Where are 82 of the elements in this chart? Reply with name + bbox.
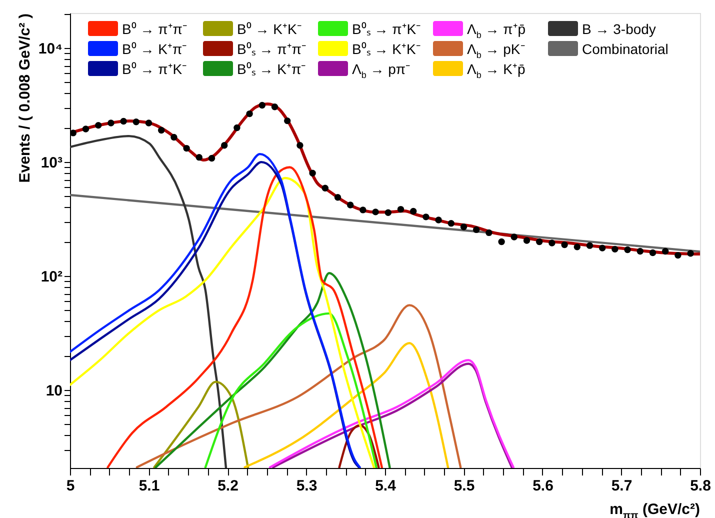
legend-label: B⁰ₛ → K⁺π⁻ (237, 61, 306, 77)
point (422, 214, 430, 220)
point (561, 241, 568, 248)
legend-label: B⁰ₛ → π⁺π⁻ (237, 41, 306, 57)
point (234, 124, 240, 132)
point (649, 249, 656, 256)
y-tick-label: 10² (40, 268, 62, 286)
point (498, 238, 505, 246)
line-series (136, 304, 462, 468)
line-series (244, 342, 450, 468)
y-axis-title: Events / ( 0.008 GeV/c² ) (16, 14, 34, 183)
legend-label: B⁰ → π⁺K⁻ (122, 61, 188, 77)
x-tick-label: 5.2 (218, 478, 238, 494)
point (510, 234, 518, 240)
legend-label: B⁰ → π⁺π⁻ (122, 21, 188, 37)
point (70, 130, 77, 136)
point (309, 170, 316, 176)
x-tick-label: 5.5 (454, 478, 475, 494)
point (397, 206, 404, 213)
point (687, 250, 694, 257)
point (183, 144, 190, 152)
point (636, 248, 644, 255)
point (120, 118, 127, 125)
point (486, 229, 492, 236)
point (322, 184, 329, 192)
x-tick-label: 5.4 (375, 478, 397, 494)
point (108, 120, 114, 126)
point (574, 244, 581, 250)
legend-label: Combinatorial (582, 41, 668, 57)
x-tick-label: 5.8 (690, 478, 711, 494)
point (548, 240, 556, 246)
y-tick-label: 10⁴ (38, 40, 62, 58)
point (612, 246, 618, 253)
point (410, 208, 417, 215)
x-tick-label: 5.6 (532, 478, 554, 494)
point (132, 118, 140, 126)
x-tick-label: 5.7 (611, 478, 632, 494)
point (94, 122, 102, 129)
point (598, 244, 606, 252)
point (346, 202, 354, 208)
point (258, 102, 266, 109)
point (384, 209, 392, 216)
y-tick-label: 10³ (40, 154, 62, 172)
point (460, 224, 468, 230)
point (472, 226, 480, 234)
point (372, 208, 379, 216)
point (662, 248, 669, 255)
legend-label: B → 3-body (582, 21, 656, 37)
point (196, 154, 203, 161)
point (158, 126, 165, 134)
line-series (70, 134, 228, 468)
point (284, 117, 291, 124)
line-series (204, 312, 378, 468)
legend-label: B⁰ → K⁺K⁻ (237, 21, 302, 37)
line-series (153, 380, 250, 468)
point (360, 206, 366, 214)
x-tick-label: 5 (66, 478, 75, 494)
x-tick-label: 5.3 (296, 478, 318, 494)
legend-label: B⁰ → K⁺π⁻ (122, 41, 188, 57)
point (296, 142, 304, 149)
point (220, 142, 228, 149)
point (170, 134, 178, 141)
point (271, 103, 278, 110)
point (208, 154, 216, 162)
line-series (154, 272, 391, 468)
point (624, 246, 631, 254)
point (674, 252, 682, 259)
legend-label: B⁰ₛ → π⁺K⁻ (352, 21, 422, 37)
point (82, 126, 90, 132)
line-series (338, 424, 380, 468)
x-tick-label: 5.1 (138, 478, 160, 494)
point (334, 194, 342, 201)
legend-label: B⁰ₛ → K⁺K⁻ (352, 41, 421, 57)
point (145, 120, 152, 126)
point (586, 242, 594, 249)
point (435, 216, 442, 224)
point (523, 237, 530, 244)
y-tick-label: 10 (46, 382, 62, 400)
line-series (106, 166, 383, 468)
point (246, 110, 253, 118)
point (536, 238, 543, 246)
point (448, 220, 455, 227)
